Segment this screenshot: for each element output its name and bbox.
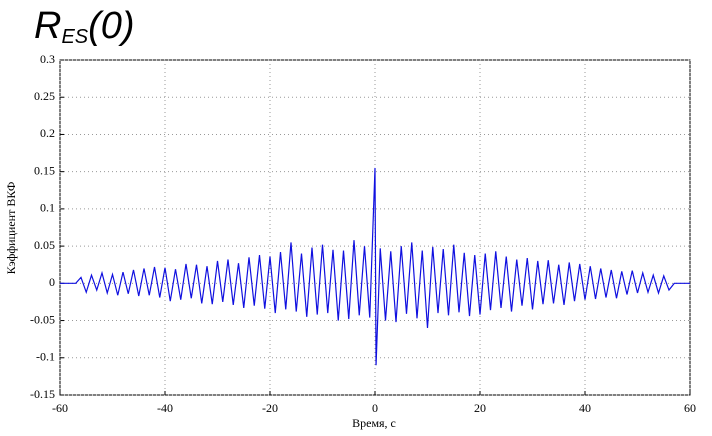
x-tick-label: 40 bbox=[579, 401, 591, 415]
x-tick-label: -40 bbox=[157, 401, 173, 415]
x-tick-label: -60 bbox=[52, 401, 68, 415]
y-tick-label: 0.15 bbox=[34, 163, 55, 177]
y-tick-label: 0.05 bbox=[34, 238, 55, 252]
y-tick-label: -0.05 bbox=[30, 312, 55, 326]
y-axis-label: Кэффициент ВКФ bbox=[4, 182, 18, 275]
y-tick-label: 0.3 bbox=[40, 52, 55, 66]
y-tick-label: 0.1 bbox=[40, 201, 55, 215]
chart-title: RES(0) bbox=[34, 5, 135, 48]
x-tick-label: -20 bbox=[262, 401, 278, 415]
x-tick-label: 0 bbox=[372, 401, 378, 415]
y-tick-label: -0.15 bbox=[30, 387, 55, 401]
y-tick-label: -0.1 bbox=[36, 350, 55, 364]
y-tick-label: 0 bbox=[49, 275, 55, 289]
x-tick-label: 20 bbox=[474, 401, 486, 415]
y-tick-label: 0.25 bbox=[34, 89, 55, 103]
y-tick-label: 0.2 bbox=[40, 126, 55, 140]
data-line bbox=[60, 167, 690, 366]
x-axis-label: Время, с bbox=[352, 416, 396, 430]
x-tick-label: 60 bbox=[684, 401, 696, 415]
